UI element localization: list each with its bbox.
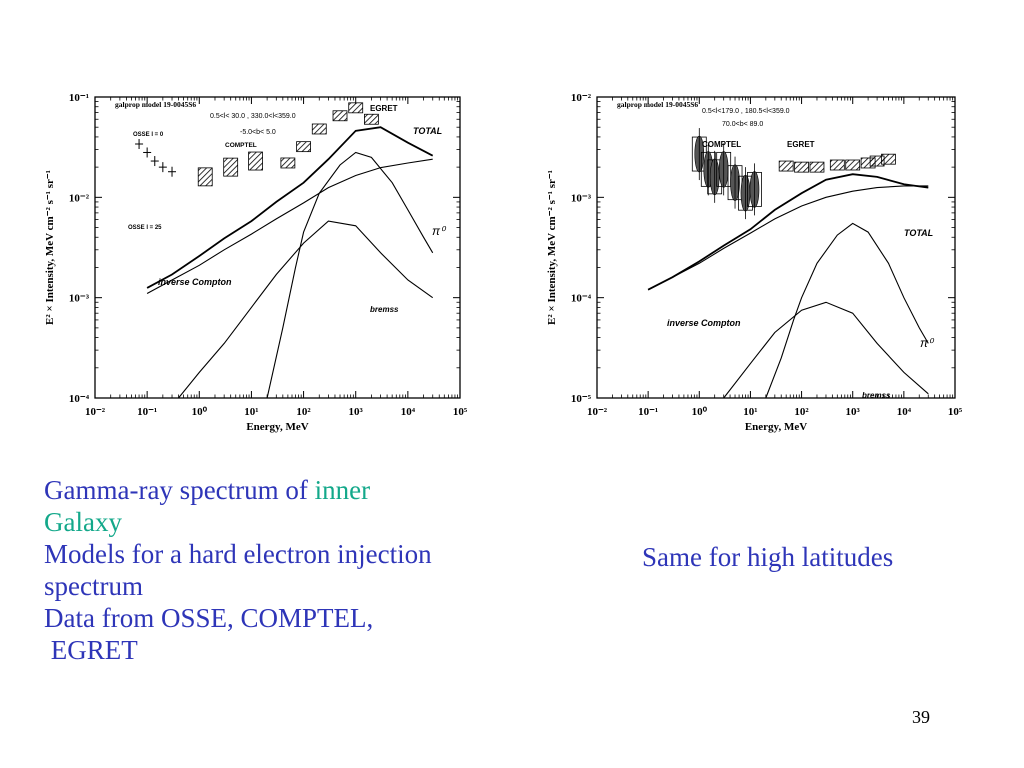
slide-number: 39 [912, 707, 930, 727]
x-tick-label: 10⁰ [192, 406, 208, 418]
series-- [765, 222, 929, 399]
x-axis-label: Energy, MeV [246, 421, 308, 433]
chart-annotation: 0.5<l< 30.0 , 330.0<l<359.0 [210, 113, 296, 120]
x-tick-label: 10² [794, 406, 809, 418]
y-tick-label: 10⁻³ [69, 293, 90, 305]
series-bremss [178, 220, 434, 399]
chart-annotation: COMPTEL [702, 140, 741, 149]
x-tick-label: 10¹ [244, 406, 258, 418]
chart-annotation: OSSE l = 25 [128, 225, 162, 231]
series-inverse-compton [146, 158, 433, 294]
chart-annotation: TOTAL [904, 228, 933, 238]
egret-data-box [794, 161, 809, 173]
caption-line: Models for a hard electron injection [44, 538, 564, 570]
chart-annotation: COMPTEL [225, 142, 257, 149]
egret-data-box [332, 110, 348, 122]
caption-line: Galaxy [44, 506, 564, 538]
caption-text: EGRET [44, 635, 138, 665]
y-tick-label: 10⁻⁵ [571, 393, 592, 405]
y-tick-label: 10⁻⁴ [69, 393, 90, 405]
caption-line: spectrum [44, 570, 564, 602]
x-tick-label: 10² [296, 406, 311, 418]
chart-inner-galaxy-svg: 10⁻² 10⁻¹ 10⁰ 10¹ 10² 10³ 10⁴ 10⁵ 10⁻¹ 10⁻² 10⁻³ 10… [44, 92, 468, 433]
y-axis-label: E² × Intensity, MeV cm⁻² s⁻¹ sr⁻¹ [546, 170, 558, 325]
egret-data-box [845, 159, 861, 171]
caption-text: inner [314, 475, 371, 505]
x-tick-label: 10⁻¹ [137, 406, 157, 418]
egret-data-box [829, 159, 845, 171]
chart-annotation: 0.5<l<179.0 , 180.5<l<359.0 [702, 108, 790, 115]
chart-annotation: EGRET [370, 104, 398, 113]
series-- [266, 151, 434, 399]
series-total [146, 126, 434, 289]
y-tick-label: 10⁻² [69, 192, 90, 204]
comptel-data-box [197, 167, 213, 187]
y-tick-label: 10⁻² [571, 92, 592, 104]
caption-line: Data from OSSE, COMPTEL, [44, 602, 564, 634]
chart-high-latitudes: 10⁻² 10⁻¹ 10⁰ 10¹ 10² 10³ 10⁴ 10⁵ 10⁻² 10⁻³ 10⁻⁴ 10… [522, 85, 962, 435]
x-tick-label: 10³ [846, 406, 861, 418]
egret-data-box [881, 153, 896, 165]
chart-annotation: -5.0<b< 5.0 [240, 129, 276, 136]
chart-annotation: inverse Compton [158, 277, 232, 287]
chart-annotation: TOTAL [413, 126, 442, 136]
x-tick-label: 10¹ [743, 406, 757, 418]
series-total [647, 173, 929, 291]
chart-title: galprop model 19-0045S6 [617, 100, 698, 109]
x-tick-label: 10⁻¹ [638, 406, 658, 418]
x-tick-label: 10⁻² [587, 406, 608, 418]
x-tick-label: 10⁻² [85, 406, 106, 418]
caption-text: Gamma-ray spectrum of [44, 475, 315, 505]
caption-line: EGRET [44, 634, 564, 666]
chart-annotation: bremss [370, 305, 399, 314]
egret-data-box [311, 123, 327, 135]
comptel-data-box [248, 151, 263, 171]
chart-annotation: π⁰ [920, 336, 935, 350]
egret-data-box [364, 113, 379, 125]
chart-title: galprop model 19-0045S6 [115, 100, 196, 109]
y-tick-label: 10⁻³ [571, 192, 592, 204]
chart-annotation: OSSE l = 0 [133, 132, 164, 138]
egret-data-box [296, 141, 311, 153]
series-inverse-compton [647, 185, 929, 291]
y-tick-label: 10⁻¹ [69, 92, 89, 104]
caption-high-latitudes: Same for high latitudes [642, 542, 894, 572]
series-bremss [723, 301, 929, 399]
caption-text: Models for a hard electron injection [44, 539, 432, 569]
x-tick-label: 10⁴ [401, 406, 416, 418]
caption-inner-galaxy: Gamma-ray spectrum of inner Galaxy Models … [44, 474, 564, 666]
y-axis-label: E² × Intensity, MeV cm⁻² s⁻¹ sr⁻¹ [44, 170, 56, 325]
chart-high-latitudes-svg: 10⁻² 10⁻¹ 10⁰ 10¹ 10² 10³ 10⁴ 10⁵ 10⁻² 10⁻³ 10⁻⁴ 10… [546, 92, 962, 433]
chart-inner-galaxy: 10⁻² 10⁻¹ 10⁰ 10¹ 10² 10³ 10⁴ 10⁵ 10⁻¹ 10⁻² 10⁻³ 10… [40, 85, 480, 435]
chart-annotation: EGRET [787, 140, 815, 149]
plot-frame [596, 96, 956, 399]
egret-data-box [809, 161, 825, 173]
x-tick-label: 10⁵ [948, 406, 962, 418]
x-tick-label: 10³ [349, 406, 364, 418]
x-axis-label: Energy, MeV [745, 421, 807, 433]
caption-text: spectrum [44, 571, 143, 601]
chart-annotation: π⁰ [432, 224, 447, 238]
caption-text: Galaxy [44, 507, 122, 537]
x-tick-label: 10⁵ [453, 406, 468, 418]
chart-annotation: bremss [862, 391, 891, 400]
egret-data-box [280, 157, 296, 169]
chart-annotation: inverse Compton [667, 318, 741, 328]
plot-frame [94, 96, 461, 399]
caption-text: Data from OSSE, COMPTEL, [44, 603, 374, 633]
egret-data-box [778, 160, 794, 172]
y-tick-label: 10⁻⁴ [571, 293, 592, 305]
chart-annotation: 70.0<b< 89.0 [722, 121, 763, 128]
egret-data-box [348, 102, 364, 114]
x-tick-label: 10⁰ [692, 406, 708, 418]
caption-line: Gamma-ray spectrum of inner [44, 474, 564, 506]
comptel-data-box [223, 157, 239, 177]
x-tick-label: 10⁴ [897, 406, 912, 418]
